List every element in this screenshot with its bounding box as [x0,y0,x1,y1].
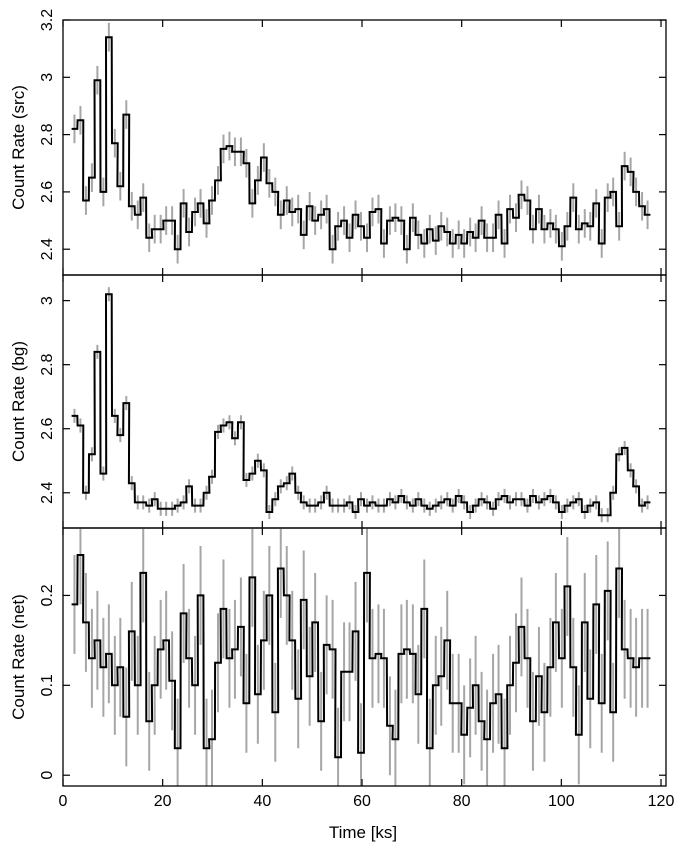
plot-area-bg [71,287,651,523]
y-tick-label-src: 2.6 [39,181,56,203]
y-tick-label-bg: 2.8 [39,353,56,375]
panel-bg: 2.4 2.6 2.8 3 Count Rate (bg) [9,274,667,529]
y-axis-label-src: Count Rate (src) [9,85,28,210]
x-tick-label: 60 [353,793,371,810]
x-tick-label: 20 [154,793,172,810]
series-line-bg [71,293,651,517]
y-tick-label-net: 0 [39,771,56,780]
series-line-src [71,36,651,251]
x-axis: 0 20 40 60 80 100 120 [59,793,675,810]
panel-src: 2.4 2.6 2.8 3 3.2 Count Rate (src) [9,9,667,276]
series-line-net [71,554,651,759]
x-axis-label: Time [ks] [329,823,397,842]
y-tick-label-src: 3 [39,73,56,82]
x-tick-label: 0 [59,793,68,810]
y-tick-label-bg: 2.4 [39,482,56,504]
y-tick-label-net: 0.2 [39,584,56,606]
x-tick-label: 100 [548,793,575,810]
plot-area-src [71,22,651,264]
panel-frame-bg [62,274,667,529]
panel-frame-net [62,527,667,787]
y-tick-label-src: 2.8 [39,123,56,145]
y-axis-label-net: Count Rate (net) [9,594,28,720]
panel-net: 0 0.1 0.2 Count Rate (net) [9,527,667,787]
y-tick-label-src: 3.2 [39,9,56,31]
x-tick-label: 80 [453,793,471,810]
x-tick-label: 120 [648,793,675,810]
y-tick-label-net: 0.1 [39,674,56,696]
y-axis-label-bg: Count Rate (bg) [9,341,28,462]
x-tick-label: 40 [253,793,271,810]
plot-area-net [71,528,651,786]
y-tick-label-bg: 3 [39,296,56,305]
y-tick-label-bg: 2.6 [39,418,56,440]
y-tick-label-src: 2.4 [39,238,56,260]
